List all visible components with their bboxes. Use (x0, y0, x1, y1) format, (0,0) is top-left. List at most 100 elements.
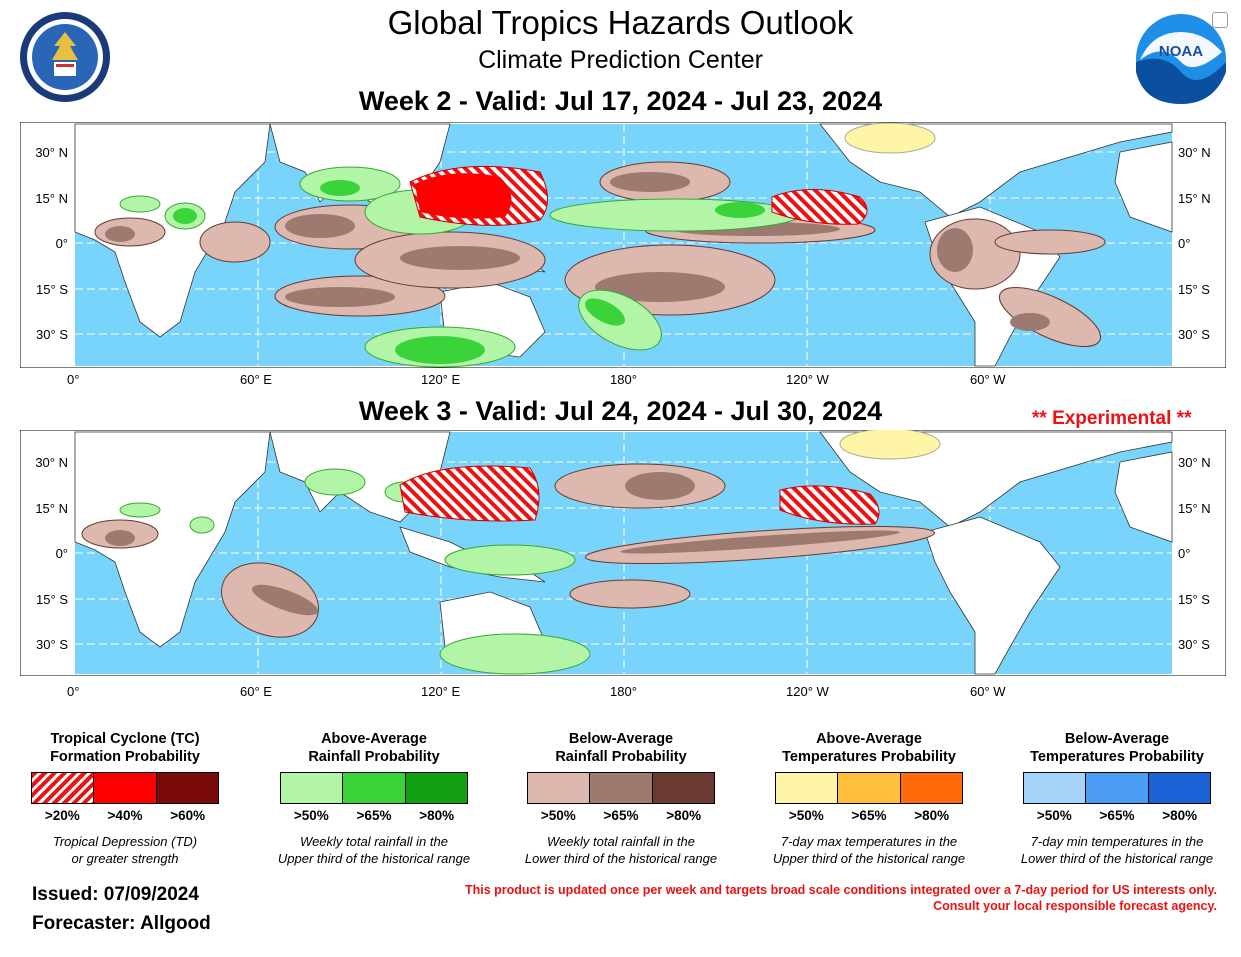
legend-desc: Lower third of the historical range (524, 851, 718, 866)
lon-label: 180° (610, 372, 637, 387)
legend-desc: Weekly total rainfall in the (300, 834, 448, 849)
swatch (94, 773, 157, 803)
legend-label: >80% (666, 808, 702, 823)
lon-label: 60° W (970, 684, 1006, 699)
noaa-text: NOAA (1159, 43, 1203, 60)
swatch (1086, 773, 1149, 803)
forecaster-name: Forecaster: Allgood (32, 913, 211, 934)
lat-label: 15° N (1178, 501, 1211, 516)
lat-label: 30° N (35, 145, 68, 160)
lon-label: 120° W (786, 684, 829, 699)
legend-title: Rainfall Probability (555, 749, 687, 765)
swatch (1148, 773, 1210, 803)
swatch (838, 773, 901, 803)
swatch (281, 773, 344, 803)
legend-tc: Tropical Cyclone (TC) Formation Probabil… (22, 730, 228, 867)
week2-lon-labels: 0° 60° E 120° E 180° 120° W 60° W (0, 372, 1241, 390)
legend-title: Temperatures Probability (1030, 749, 1204, 765)
legend-label: >65% (851, 808, 887, 823)
legend-swatches (775, 772, 963, 804)
legend-title: Rainfall Probability (308, 749, 440, 765)
legend-desc: Upper third of the historical range (772, 851, 966, 866)
legend-above-rain: Above-Average Rainfall Probability >50% >… (268, 730, 480, 867)
swatch (652, 773, 714, 803)
week2-title: Week 2 - Valid: Jul 17, 2024 - Jul 23, 2… (358, 86, 883, 116)
lon-label: 60° W (970, 372, 1006, 387)
legend-label: >80% (1162, 808, 1198, 823)
legend-title: Above-Average (321, 731, 427, 747)
lon-label: 0° (67, 684, 80, 699)
legend-desc: Weekly total rainfall in the (547, 834, 695, 849)
lon-label: 120° W (786, 372, 829, 387)
lat-label: 30° S (1178, 327, 1210, 342)
disclaimer-line: This product is updated once per week an… (464, 883, 1217, 897)
swatch (405, 773, 467, 803)
legend-title: Tropical Cyclone (TC) (50, 731, 200, 747)
page-subtitle: Climate Prediction Center (478, 46, 763, 74)
legend-title: Above-Average (816, 731, 922, 747)
legend-label: >50% (1036, 808, 1072, 823)
legend-label: >40% (107, 808, 143, 823)
lat-label: 15° S (1178, 592, 1210, 607)
legend-desc: Lower third of the historical range (1020, 851, 1214, 866)
legend-label: >80% (419, 808, 455, 823)
lon-label: 60° E (240, 684, 272, 699)
legend-swatches (280, 772, 468, 804)
experimental-label: ** Experimental ** (1032, 408, 1192, 429)
week3-lon-labels: 0° 60° E 120° E 180° 120° W 60° W (0, 684, 1241, 702)
lat-label: 30° N (1178, 145, 1211, 160)
swatch (776, 773, 839, 803)
week2-map: 30° N 15° N 0° 15° S 30° S 30° N 15° N 0… (19, 121, 1227, 369)
lat-label: 30° N (35, 455, 68, 470)
swatch (900, 773, 962, 803)
legend-desc: Tropical Depression (TD) (52, 834, 198, 849)
legend-title: Temperatures Probability (782, 749, 956, 765)
legend-desc: 7-day max temperatures in the (780, 834, 958, 849)
lat-label: 15° S (36, 592, 68, 607)
legend-label: >50% (293, 808, 329, 823)
lat-label: 30° S (36, 637, 68, 652)
issued-date: Issued: 07/09/2024 (32, 884, 199, 905)
legend-title: Below-Average (1064, 731, 1170, 747)
lat-label: 30° N (1178, 455, 1211, 470)
legend-above-temp: Above-Average Temperatures Probability >… (760, 730, 978, 867)
legend-label: >80% (914, 808, 950, 823)
week3-map: 30° N 15° N 0° 15° S 30° S 30° N 15° N 0… (19, 428, 1227, 677)
legend-title: Formation Probability (50, 749, 200, 765)
legend-desc: 7-day min temperatures in the (1030, 834, 1204, 849)
page-title: Global Tropics Hazards Outlook (387, 4, 854, 41)
swatch (156, 773, 218, 803)
legend-swatches (527, 772, 715, 804)
lat-label: 0° (56, 236, 68, 251)
lon-label: 120° E (421, 372, 461, 387)
legend-label: >50% (788, 808, 824, 823)
lat-label: 30° S (36, 327, 68, 342)
swatch (343, 773, 406, 803)
legend-desc: or greater strength (71, 851, 179, 866)
week3-title: Week 3 - Valid: Jul 24, 2024 - Jul 30, 2… (358, 396, 883, 426)
lat-label: 15° S (36, 282, 68, 297)
lon-label: 60° E (240, 372, 272, 387)
swatch (1024, 773, 1087, 803)
lon-label: 0° (67, 372, 80, 387)
legend-label: >65% (356, 808, 392, 823)
lon-label: 120° E (421, 684, 461, 699)
legend-swatches (1023, 772, 1211, 804)
lat-label: 15° N (35, 191, 68, 206)
legend-title: Below-Average (568, 731, 674, 747)
lat-label: 0° (56, 546, 68, 561)
legend-below-temp: Below-Average Temperatures Probability >… (1008, 730, 1226, 867)
lat-label: 15° N (1178, 191, 1211, 206)
commerce-seal-icon (18, 10, 112, 104)
legend-label: >20% (44, 808, 80, 823)
legend-label: >50% (540, 808, 576, 823)
disclaimer: This product is updated once per week an… (465, 882, 1217, 914)
screenshot-corner-icon[interactable] (1212, 12, 1228, 28)
disclaimer-line: Consult your local responsible forecast … (933, 899, 1217, 913)
lat-label: 0° (1178, 546, 1190, 561)
legend-swatches (31, 772, 219, 804)
lat-label: 15° S (1178, 282, 1210, 297)
week3-hazards (81, 428, 941, 675)
week2-hazards (94, 122, 1106, 368)
lat-label: 30° S (1178, 637, 1210, 652)
